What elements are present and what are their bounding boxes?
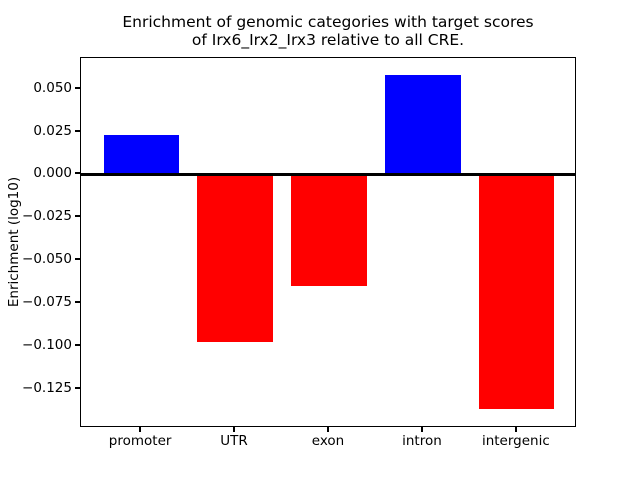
bar-UTR xyxy=(197,174,273,343)
x-tick-label-promoter: promoter xyxy=(108,433,172,449)
zero-line xyxy=(81,172,575,176)
x-tick-mark xyxy=(514,427,517,432)
axes xyxy=(80,57,576,427)
x-tick-label-intergenic: intergenic xyxy=(481,433,550,449)
y-tick-label: 0.000 xyxy=(33,165,72,182)
x-tick-mark xyxy=(139,427,142,432)
y-tick-mark xyxy=(75,386,80,389)
chart-title-line1: Enrichment of genomic categories with ta… xyxy=(122,13,534,31)
y-axis-label: Enrichment (log10) xyxy=(6,176,22,308)
y-tick-label: 0.050 xyxy=(33,79,72,96)
y-tick-label: −0.075 xyxy=(22,293,72,310)
bar-intergenic xyxy=(479,174,555,410)
y-tick-mark xyxy=(75,215,80,218)
y-tick-label: −0.025 xyxy=(22,208,72,225)
x-tick-mark xyxy=(327,427,329,432)
bar-exon xyxy=(291,174,367,286)
x-tick-label-intron: intron xyxy=(402,433,442,449)
x-tick-label-exon: exon xyxy=(311,433,345,449)
bar-intron xyxy=(385,75,461,175)
x-tick-mark xyxy=(233,427,236,432)
bar-promoter xyxy=(103,135,179,175)
chart-title-line2: of Irx6_Irx2_Irx3 relative to all CRE. xyxy=(191,31,465,49)
y-tick-mark xyxy=(75,300,80,303)
y-tick-mark xyxy=(75,129,80,132)
y-tick-mark xyxy=(75,86,80,89)
y-tick-label: −0.050 xyxy=(22,251,72,268)
y-tick-mark xyxy=(75,258,80,261)
y-tick-mark xyxy=(75,343,80,346)
y-tick-label: −0.100 xyxy=(22,336,72,353)
chart-title: Enrichment of genomic categories with ta… xyxy=(80,13,576,49)
y-tick-label: 0.025 xyxy=(33,122,72,139)
y-tick-mark xyxy=(75,172,80,175)
x-tick-label-UTR: UTR xyxy=(220,433,248,449)
x-tick-mark xyxy=(420,427,423,432)
y-tick-label: −0.125 xyxy=(22,379,72,396)
